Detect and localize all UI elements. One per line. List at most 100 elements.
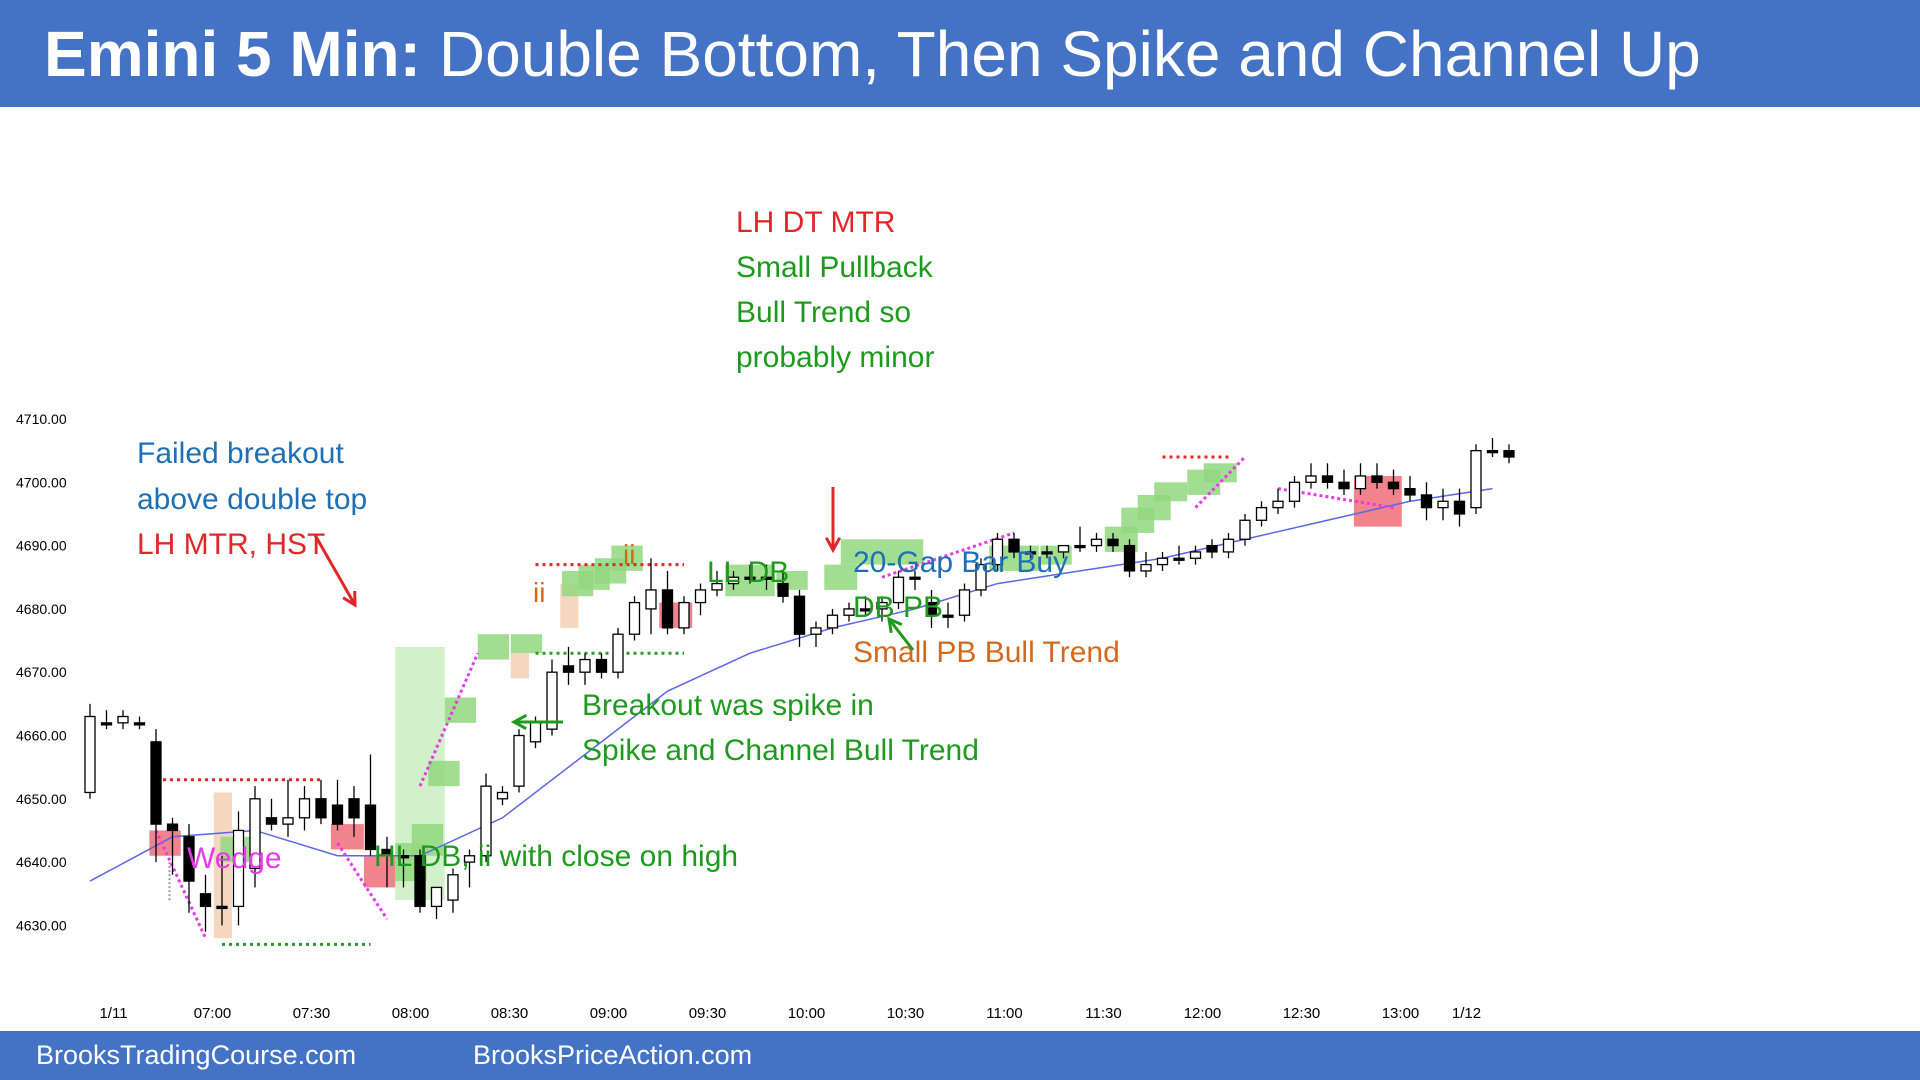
annotation-label: HL DB, ii with close on high bbox=[374, 840, 738, 873]
bull-box bbox=[873, 539, 924, 565]
bull-candle bbox=[282, 817, 294, 825]
ema-20-line bbox=[89, 487, 1493, 882]
bear-candle bbox=[1321, 475, 1334, 483]
wedge-trendline bbox=[418, 652, 480, 787]
footer-site-1[interactable]: BrooksTradingCourse.com bbox=[36, 1040, 357, 1070]
bull-box bbox=[510, 634, 543, 654]
footer-banner: BrooksTradingCourse.com BrooksPriceActio… bbox=[0, 1031, 1920, 1080]
inside-bar-zone bbox=[510, 653, 529, 679]
bull-candle bbox=[1239, 519, 1251, 540]
bear-candle bbox=[925, 601, 938, 616]
bull-candle bbox=[678, 601, 690, 629]
bear-candle bbox=[1486, 449, 1499, 454]
bull-box bbox=[1203, 463, 1237, 483]
x-tick-label: 1/12 bbox=[1452, 1005, 1481, 1022]
bull-box bbox=[824, 564, 858, 590]
bear-candle bbox=[1338, 481, 1350, 490]
bull-candle bbox=[612, 633, 624, 673]
bear-candle bbox=[100, 722, 113, 726]
bear-candle bbox=[348, 798, 360, 819]
annotation-label: above double top bbox=[137, 483, 367, 516]
bull-candle bbox=[1470, 449, 1482, 509]
bull-candle bbox=[958, 589, 971, 616]
bear-candle bbox=[150, 741, 162, 825]
bull-candle bbox=[843, 608, 855, 616]
red-arrow-head bbox=[824, 536, 842, 554]
bull-candle bbox=[480, 785, 492, 857]
bear-candle bbox=[661, 589, 674, 629]
bull-candle bbox=[1255, 506, 1268, 521]
bull-candle bbox=[430, 886, 443, 908]
bull-candle bbox=[232, 829, 245, 908]
bear-candle bbox=[265, 817, 278, 825]
bear-candle bbox=[1074, 544, 1086, 549]
x-tick-label: 08:00 bbox=[392, 1005, 430, 1022]
bear-box bbox=[363, 855, 396, 888]
annotations: Failed breakout above double top LH MTR, H… bbox=[137, 206, 1120, 875]
inside-bar-zone bbox=[213, 792, 232, 939]
annotation-label: Small Pullback bbox=[736, 251, 934, 284]
y-tick-label: 4700.00 bbox=[16, 474, 67, 490]
bear-candle bbox=[166, 823, 179, 832]
axes: 4710.00 4700.00 4690.00 4680.00 4670.00 4660.… bbox=[16, 411, 1481, 1022]
y-tick-label: 4660.00 bbox=[16, 728, 67, 744]
bull-candle bbox=[1140, 563, 1152, 572]
y-tick-label: 4710.00 bbox=[16, 411, 67, 427]
bull-candle bbox=[529, 722, 542, 743]
annotation-label: probably minor bbox=[736, 341, 934, 374]
x-tick-label: 07:30 bbox=[293, 1005, 331, 1022]
bear-candle bbox=[1404, 487, 1416, 496]
y-tick-label: 4670.00 bbox=[16, 664, 67, 680]
bull-candle bbox=[579, 658, 591, 673]
bull-candle bbox=[117, 715, 129, 724]
red-arrow bbox=[313, 534, 357, 606]
x-tick-label: 12:30 bbox=[1283, 1005, 1321, 1022]
bull-candle bbox=[1222, 538, 1235, 553]
bull-box bbox=[611, 545, 643, 571]
bear-candle bbox=[1123, 544, 1136, 572]
annotation-label: ii bbox=[623, 539, 635, 570]
bear-candle bbox=[777, 582, 789, 597]
bull-candle bbox=[1090, 538, 1103, 547]
bear-candle bbox=[1206, 544, 1218, 553]
candlestick-chart: 4710.00 4700.00 4690.00 4680.00 4670.00 4660.… bbox=[16, 206, 1515, 1022]
bull-candle bbox=[546, 671, 558, 730]
bull-candle bbox=[727, 576, 740, 585]
bull-box bbox=[1154, 482, 1188, 502]
bull-candle bbox=[694, 589, 707, 604]
annotation-label: DB PB bbox=[853, 591, 943, 624]
y-tick-label: 4680.00 bbox=[16, 601, 67, 617]
bear-candle bbox=[1173, 557, 1185, 561]
bear-candle bbox=[133, 722, 146, 726]
bull-candle bbox=[876, 601, 888, 610]
annotation-label: Bull Trend so bbox=[736, 296, 911, 329]
bear-box bbox=[149, 830, 181, 856]
bull-candle bbox=[711, 582, 723, 591]
y-tick-label: 4630.00 bbox=[16, 917, 67, 933]
bull-candle bbox=[1057, 544, 1070, 553]
annotation-label: ii bbox=[533, 577, 545, 608]
annotation-label: Spike and Channel Bull Trend bbox=[582, 734, 979, 767]
x-tick-label: 13:00 bbox=[1382, 1005, 1420, 1022]
bear-candle bbox=[1420, 494, 1433, 509]
bull-candle bbox=[1156, 557, 1169, 566]
bear-box bbox=[330, 824, 364, 850]
title-banner: Emini 5 Min: Double Bottom, Then Spike a… bbox=[0, 0, 1920, 107]
bull-candle bbox=[975, 563, 987, 591]
bull-candle bbox=[447, 874, 459, 901]
x-tick-label: 07:00 bbox=[194, 1005, 232, 1022]
x-tick-label: 08:30 bbox=[491, 1005, 529, 1022]
annotation-label: Wedge bbox=[187, 842, 282, 875]
bear-candle bbox=[744, 576, 756, 580]
bull-candle bbox=[645, 589, 657, 610]
annotation-label: 20-Gap Bar Buy bbox=[853, 546, 1068, 579]
bear-candle bbox=[793, 595, 806, 635]
bear-candle bbox=[562, 665, 575, 673]
highlight-boxes bbox=[149, 463, 1402, 939]
footer-site-2[interactable]: BrooksPriceAction.com bbox=[473, 1040, 753, 1070]
bull-candle bbox=[1272, 500, 1284, 509]
bull-candle bbox=[1305, 475, 1317, 483]
bear-candle bbox=[414, 855, 426, 908]
x-tick-label: 10:30 bbox=[887, 1005, 925, 1022]
bull-box bbox=[428, 760, 460, 787]
